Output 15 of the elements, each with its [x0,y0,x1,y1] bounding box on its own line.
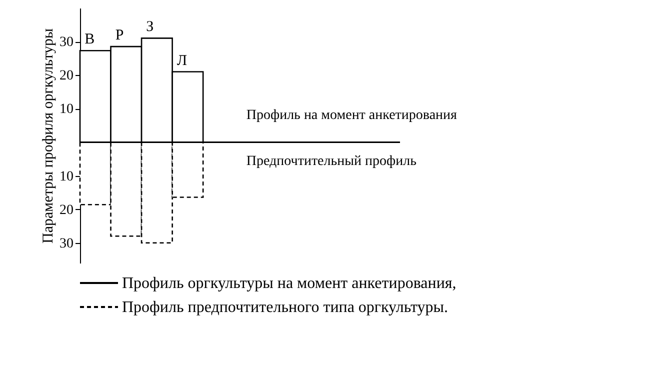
y-axis-title: Параметры профиля оргкультуры [40,28,56,244]
x-tick-label: В [84,32,95,48]
text: Профиль на момент анкетирования [246,108,458,124]
x-tick-label: Л [176,52,188,69]
y-tick-label: 20 [60,68,74,84]
y-tick-label: 10 [60,102,74,118]
legend-label: Профиль предпочтительного типа оргкультуры. [122,299,448,316]
y-tick-label: 10 [60,169,74,184]
y-tick-label: 30 [60,236,74,252]
x-tick-label: Р [115,28,124,44]
y-tick-label: 30 [60,35,74,50]
legend-label: Профиль оргкультуры на момент анкетирования, [122,275,456,292]
y-tick-label: 20 [60,202,74,218]
text: Предпочтительный профиль [246,154,416,169]
x-tick-label: З [146,19,154,36]
